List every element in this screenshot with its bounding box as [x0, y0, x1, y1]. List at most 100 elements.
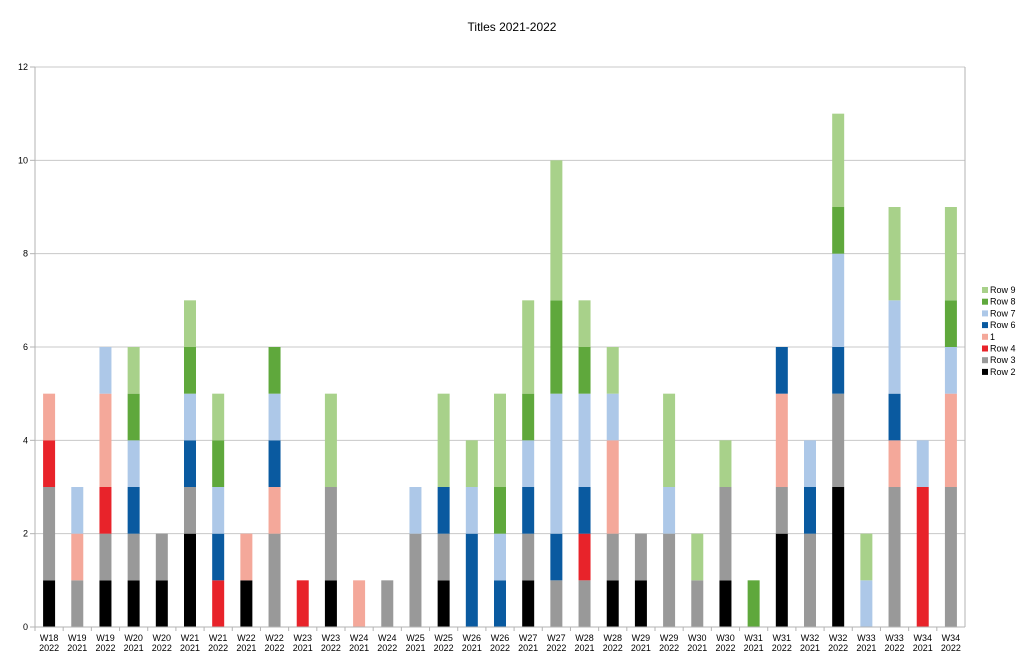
y-tick-label: 2: [23, 529, 28, 539]
y-tick-label: 10: [18, 155, 28, 165]
x-tick-label-week: W32: [801, 633, 820, 643]
bar-segment-1-w19-2021: [71, 533, 84, 581]
x-tick-label-year: 2022: [941, 643, 961, 653]
bar-segment-row-3-w28-2022: [606, 533, 619, 581]
bar-segment-row-6-w28-2021: [578, 487, 591, 534]
bar-segment-row-3-w29-2022: [663, 533, 676, 627]
bar-segment-row-9-w25-2022: [437, 393, 450, 487]
x-tick-label-year: 2021: [744, 643, 764, 653]
x-tick-label-year: 2021: [913, 643, 933, 653]
axes: [34, 67, 966, 628]
x-tick-label-year: 2022: [377, 643, 397, 653]
x-tick-label-week: W32: [829, 633, 848, 643]
x-tick-label-week: W19: [96, 633, 115, 643]
bar-segment-1-w34-2022: [944, 393, 957, 487]
x-tick-label-week: W21: [181, 633, 200, 643]
bar-segment-row-6-w27-2021: [522, 487, 535, 534]
legend-label: Row 4: [990, 344, 1016, 354]
x-tick-label-year: 2022: [772, 643, 792, 653]
bar-segment-row-3-w21-2021: [184, 487, 196, 534]
x-tick-label-year: 2022: [39, 643, 59, 653]
bar-segment-row-7-w26-2021: [465, 487, 478, 534]
bar-segment-row-4-w19-2022: [99, 487, 112, 534]
bar-segment-row-3-w27-2021: [522, 533, 535, 581]
x-tick-label-week: W28: [603, 633, 622, 643]
bar-segment-row-7-w22-2022: [268, 393, 281, 441]
bar-segment-row-6-w20-2021: [127, 487, 140, 534]
bar-segment-row-7-w29-2022: [663, 487, 676, 534]
bar-segment-row-3-w19-2021: [71, 580, 84, 627]
bar-segment-row-6-w32-2022: [832, 347, 845, 394]
bar-segment-row-7-w19-2021: [71, 487, 84, 534]
bar-segment-row-7-w27-2022: [550, 393, 563, 534]
x-tick-label-week: W30: [716, 633, 735, 643]
bar-segment-row-3-w19-2022: [99, 533, 112, 581]
x-tick-label-year: 2021: [349, 643, 369, 653]
x-tick-label-week: W26: [463, 633, 482, 643]
bar-segment-row-7-w25-2021: [409, 487, 422, 534]
legend-swatch-row-6: [982, 322, 988, 329]
x-tick-label-week: W19: [68, 633, 87, 643]
y-tick-label: 8: [23, 249, 28, 259]
bar-segment-row-8-w27-2021: [522, 393, 535, 441]
bar-segment-row-2-w22-2021: [240, 580, 253, 627]
x-tick-label-year: 2022: [546, 643, 566, 653]
x-tick-label-week: W30: [688, 633, 707, 643]
bar-segment-row-2-w20-2021: [127, 580, 140, 627]
x-tick-label-year: 2021: [856, 643, 876, 653]
x-axis-ticks: W182022W192021W192022W202021W202022W2120…: [34, 627, 961, 653]
x-tick-label-year: 2022: [265, 643, 285, 653]
x-tick-label-week: W24: [350, 633, 369, 643]
bar-segment-1-w24-2021: [353, 580, 366, 627]
x-tick-label-year: 2021: [575, 643, 595, 653]
bars: [43, 113, 957, 627]
bar-segment-row-7-w32-2021: [804, 440, 816, 487]
bar-segment-row-6-w26-2021: [465, 533, 478, 627]
y-tick-label: 6: [23, 342, 28, 352]
bar-segment-row-8-w27-2022: [550, 300, 563, 394]
bar-segment-row-4-w21-2022: [212, 580, 225, 627]
bar-segment-row-3-w34-2022: [944, 487, 957, 627]
x-tick-label-week: W26: [491, 633, 510, 643]
bar-segment-row-2-w18-2022: [43, 580, 56, 627]
bar-segment-row-9-w27-2021: [522, 300, 535, 394]
bar-segment-1-w18-2022: [43, 393, 56, 441]
bar-segment-row-7-w26-2022: [494, 533, 506, 581]
legend-label: Row 7: [990, 308, 1016, 318]
legend-swatch-1: [982, 333, 988, 340]
bar-segment-row-9-w28-2021: [578, 300, 591, 347]
bar-segment-row-3-w18-2022: [43, 487, 56, 581]
bar-segment-row-3-w32-2021: [804, 533, 816, 627]
x-tick-label-year: 2021: [631, 643, 651, 653]
bar-segment-1-w22-2021: [240, 533, 253, 581]
bar-segment-row-3-w20-2021: [127, 533, 140, 581]
bar-segment-row-9-w32-2022: [832, 113, 845, 207]
bar-segment-row-4-w23-2021: [296, 580, 309, 627]
bar-segment-row-3-w24-2022: [381, 580, 394, 627]
bar-segment-row-9-w30-2021: [691, 533, 704, 581]
x-tick-label-week: W28: [575, 633, 594, 643]
legend-swatch-row-7: [982, 310, 988, 317]
x-tick-label-week: W20: [153, 633, 172, 643]
bar-segment-row-3-w20-2022: [155, 533, 168, 581]
y-axis-ticks: 0 2 4 6 8 10 12: [18, 62, 35, 632]
bar-segment-row-8-w20-2021: [127, 393, 140, 441]
x-tick-label-year: 2022: [434, 643, 454, 653]
bar-segment-row-6-w33-2022: [888, 393, 901, 441]
x-tick-label-week: W21: [209, 633, 228, 643]
x-tick-label-year: 2022: [152, 643, 172, 653]
bar-segment-row-9-w29-2022: [663, 393, 676, 487]
x-tick-label-year: 2021: [124, 643, 144, 653]
x-tick-label-year: 2022: [659, 643, 679, 653]
bar-segment-row-8-w22-2022: [268, 347, 281, 394]
bar-segment-1-w28-2022: [606, 440, 619, 534]
legend-swatch-row-8: [982, 298, 988, 305]
y-tick-label: 0: [23, 622, 28, 632]
bar-segment-row-2-w23-2022: [324, 580, 337, 627]
bar-segment-row-6-w21-2022: [212, 533, 225, 581]
x-tick-label-week: W27: [547, 633, 566, 643]
x-tick-label-week: W33: [857, 633, 876, 643]
x-tick-label-year: 2022: [321, 643, 341, 653]
